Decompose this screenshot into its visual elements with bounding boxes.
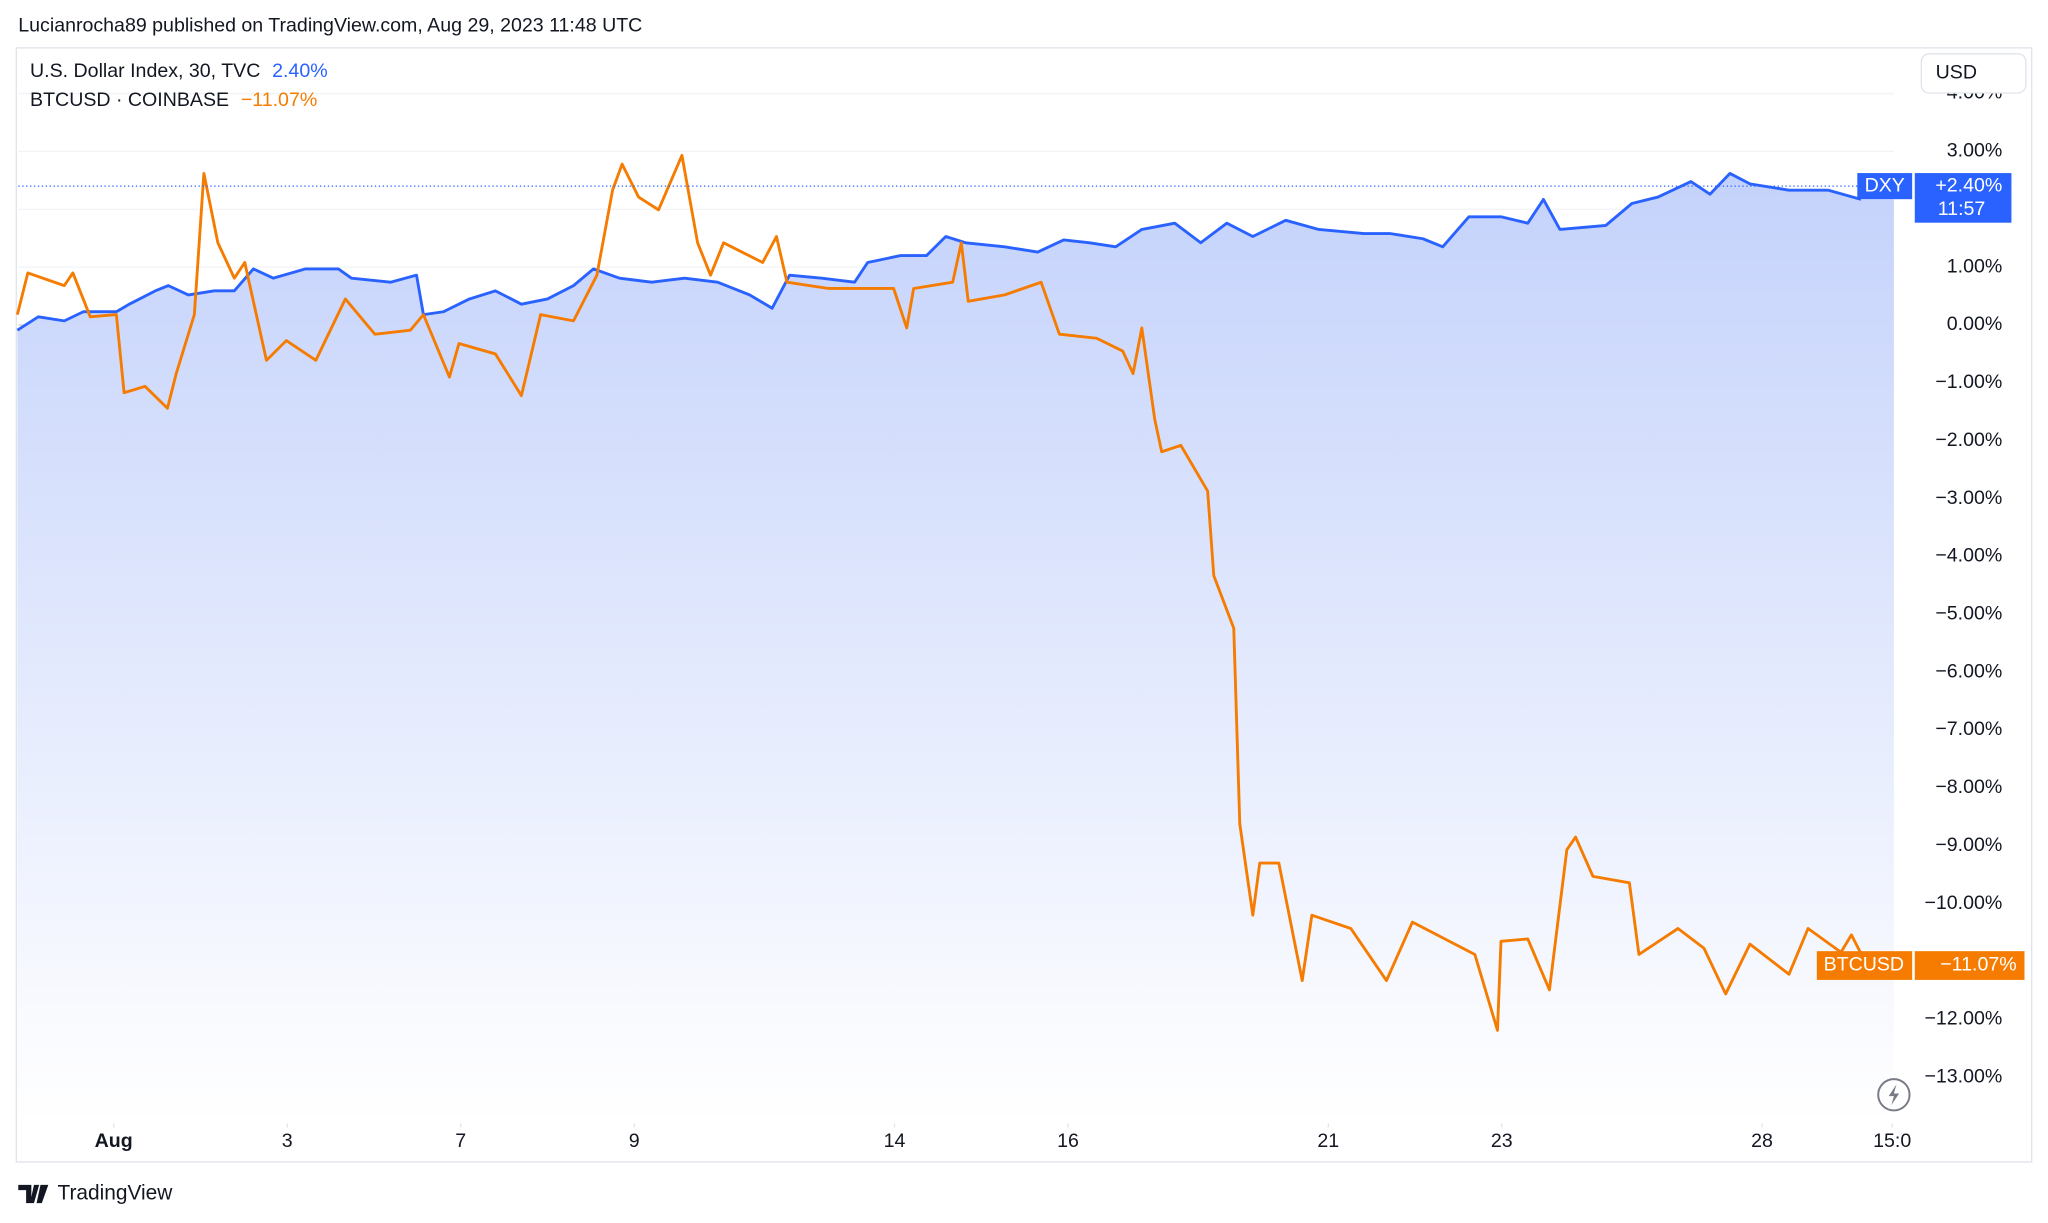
y-tick-label: −5.00% xyxy=(1935,602,2002,624)
brand-logo xyxy=(18,1184,49,1204)
lightning-icon[interactable] xyxy=(1877,1078,1911,1112)
x-tick-label: 3 xyxy=(282,1130,293,1152)
y-tick-label: −3.00% xyxy=(1935,487,2002,509)
legend-name: BTCUSD · COINBASE xyxy=(30,89,229,111)
y-tick-label: −8.00% xyxy=(1935,776,2002,798)
publisher-line: Lucianrocha89 published on TradingView.c… xyxy=(18,15,642,37)
area xyxy=(17,173,1894,1124)
x-tick-label: 16 xyxy=(1057,1130,1079,1152)
y-tick-label: −6.00% xyxy=(1935,660,2002,682)
brand-name: TradingView xyxy=(57,1182,173,1205)
badge-name: DXY xyxy=(1865,174,1905,196)
y-tick-label: −13.00% xyxy=(1924,1065,2002,1087)
y-tick-label: 1.00% xyxy=(1947,255,2003,277)
overlay: 4.00%3.00%2.00%1.00%0.00%−1.00%−2.00%−3.… xyxy=(30,60,2025,1152)
badge-name-box xyxy=(1857,173,1913,200)
badge-name: BTCUSD xyxy=(1824,954,1905,976)
currency-button[interactable] xyxy=(1920,53,2027,94)
x-tick-label: Aug xyxy=(95,1130,133,1152)
y-tick-label: −2.00% xyxy=(1935,429,2002,451)
x-tick-label: 28 xyxy=(1751,1130,1773,1152)
badge-value: +2.40% xyxy=(1935,174,2002,196)
y-tick-label: −7.00% xyxy=(1935,718,2002,740)
chart-frame xyxy=(15,47,2033,1163)
x-tick-label: 15:0 xyxy=(1873,1130,1911,1152)
badge-value-box xyxy=(1914,951,2025,980)
y-tick-label: −10.00% xyxy=(1924,892,2002,914)
plot-area xyxy=(15,92,1894,1124)
x-tick-label: 14 xyxy=(884,1130,906,1152)
legend-name: U.S. Dollar Index, 30, TVC xyxy=(30,60,260,82)
y-tick-label: −1.00% xyxy=(1935,371,2002,393)
badge-value: −11.07% xyxy=(1940,954,2016,976)
y-tick-label: −4.00% xyxy=(1935,545,2002,567)
badge-value-box xyxy=(1914,173,2012,223)
y-tick-label: 0.00% xyxy=(1947,313,2003,335)
y-tick-label: 3.00% xyxy=(1947,140,2003,162)
badge-time: 11:57 xyxy=(1938,198,1986,220)
x-tick-label: 23 xyxy=(1491,1130,1513,1152)
series-line xyxy=(16,171,1862,332)
legend-value: 2.40% xyxy=(272,60,328,82)
series-line xyxy=(15,153,1869,1032)
x-tick-label: 9 xyxy=(629,1130,640,1152)
badge-name-box xyxy=(1816,951,1913,980)
y-tick-label: −12.00% xyxy=(1924,1008,2002,1030)
x-tick-label: 7 xyxy=(455,1130,466,1152)
x-tick-label: 21 xyxy=(1317,1130,1339,1152)
currency-label: USD xyxy=(1936,62,1977,84)
y-tick-label: −9.00% xyxy=(1935,834,2002,856)
legend-value: −11.07% xyxy=(241,89,317,111)
